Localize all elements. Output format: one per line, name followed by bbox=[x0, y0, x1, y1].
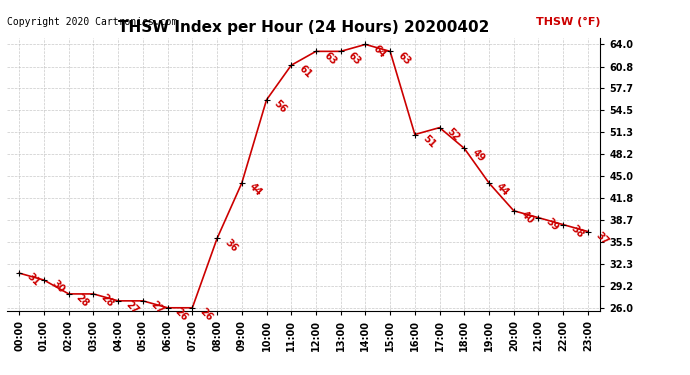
Text: 40: 40 bbox=[520, 209, 536, 226]
Text: 61: 61 bbox=[297, 64, 313, 81]
Text: 26: 26 bbox=[173, 306, 190, 323]
Text: 56: 56 bbox=[272, 99, 288, 115]
Text: 39: 39 bbox=[544, 216, 561, 233]
Title: THSW Index per Hour (24 Hours) 20200402: THSW Index per Hour (24 Hours) 20200402 bbox=[118, 20, 489, 35]
Text: 37: 37 bbox=[593, 230, 610, 247]
Text: 28: 28 bbox=[99, 292, 116, 309]
Text: 36: 36 bbox=[223, 237, 239, 254]
Text: 26: 26 bbox=[198, 306, 215, 323]
Text: 38: 38 bbox=[569, 223, 586, 240]
Text: 52: 52 bbox=[445, 126, 462, 143]
Text: 64: 64 bbox=[371, 43, 388, 60]
Text: Copyright 2020 Cartronics.com: Copyright 2020 Cartronics.com bbox=[7, 16, 177, 27]
Text: 63: 63 bbox=[346, 50, 363, 67]
Text: 28: 28 bbox=[75, 292, 91, 309]
Text: 49: 49 bbox=[470, 147, 486, 164]
Text: 63: 63 bbox=[395, 50, 413, 67]
Text: 27: 27 bbox=[124, 300, 140, 316]
Text: THSW (°F): THSW (°F) bbox=[536, 16, 600, 27]
Text: 44: 44 bbox=[495, 182, 511, 198]
Text: 30: 30 bbox=[50, 279, 66, 295]
Text: 51: 51 bbox=[420, 133, 437, 150]
Text: 63: 63 bbox=[322, 50, 338, 67]
Text: 31: 31 bbox=[25, 272, 41, 288]
Text: 27: 27 bbox=[148, 300, 165, 316]
Text: 44: 44 bbox=[247, 182, 264, 198]
